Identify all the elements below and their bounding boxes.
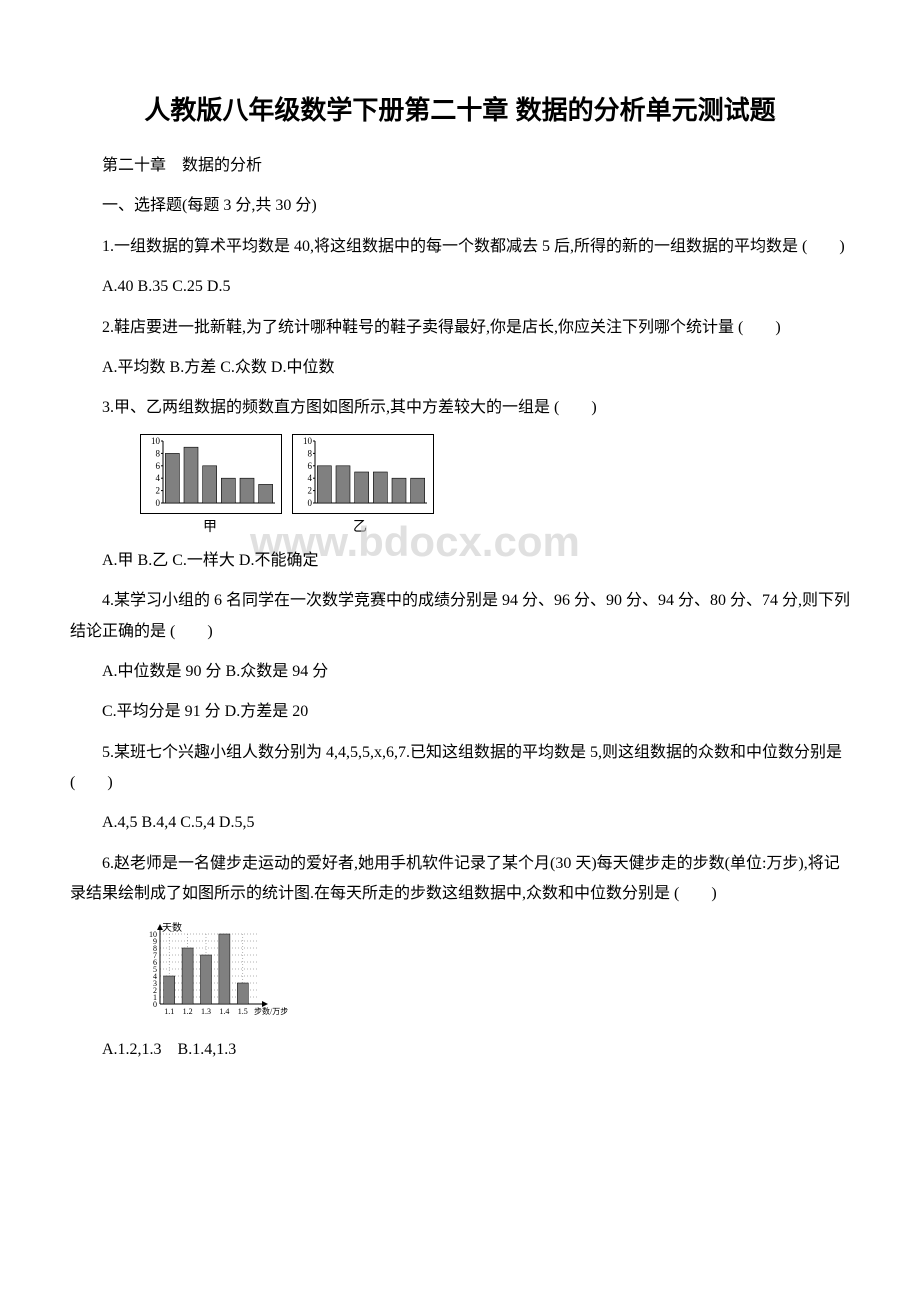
svg-text:步数/万步: 步数/万步 <box>254 1006 288 1016</box>
chapter-subheading: 第二十章 数据的分析 <box>70 151 850 181</box>
question-2-options: A.平均数 B.方差 C.众数 D.中位数 <box>70 353 850 383</box>
svg-text:6: 6 <box>156 461 161 471</box>
svg-text:2: 2 <box>156 485 161 495</box>
histogram-yi: 0 2 4 6 8 10 <box>292 434 434 514</box>
section-heading: 一、选择题(每题 3 分,共 30 分) <box>70 191 850 221</box>
question-4-option-cd: C.平均分是 91 分 D.方差是 20 <box>70 697 850 727</box>
question-4-option-ab: A.中位数是 90 分 B.众数是 94 分 <box>70 657 850 687</box>
svg-text:天数: 天数 <box>162 921 182 934</box>
svg-text:8: 8 <box>156 448 161 458</box>
question-6: 6.赵老师是一名健步走运动的爱好者,她用手机软件记录了某个月(30 天)每天健步… <box>70 849 850 910</box>
question-1-options: A.40 B.35 C.25 D.5 <box>70 272 850 302</box>
svg-text:6: 6 <box>308 461 313 471</box>
svg-text:4: 4 <box>156 473 161 483</box>
question-3-options: A.甲 B.乙 C.一样大 D.不能确定 <box>70 546 850 576</box>
q3-charts-row: 0 2 4 6 8 10 0 2 4 6 8 10 <box>140 434 850 514</box>
question-1: 1.一组数据的算术平均数是 40,将这组数据中的每一个数都减去 5 后,所得的新… <box>70 232 850 262</box>
svg-text:1.2: 1.2 <box>183 1007 193 1016</box>
question-2: 2.鞋店要进一批新鞋,为了统计哪种鞋号的鞋子卖得最好,你是店长,你应关注下列哪个… <box>70 313 850 343</box>
svg-text:1.5: 1.5 <box>238 1007 248 1016</box>
steps-bar-chart: 天数0123456789101.11.21.31.41.5步数/万步 <box>140 920 290 1020</box>
q3-captions: 甲 乙 <box>140 516 850 536</box>
caption-jia: 甲 <box>140 516 280 536</box>
svg-text:0: 0 <box>308 498 313 508</box>
page-title: 人教版八年级数学下册第二十章 数据的分析单元测试题 <box>70 90 850 127</box>
svg-text:10: 10 <box>303 436 313 446</box>
svg-text:0: 0 <box>156 498 161 508</box>
question-6-options: A.1.2,1.3 B.1.4,1.3 <box>70 1035 850 1065</box>
caption-yi: 乙 <box>290 516 430 536</box>
svg-text:1.4: 1.4 <box>219 1007 229 1016</box>
question-5: 5.某班七个兴趣小组人数分别为 4,4,5,5,x,6,7.已知这组数据的平均数… <box>70 738 850 799</box>
svg-text:1.3: 1.3 <box>201 1007 211 1016</box>
histogram-jia: 0 2 4 6 8 10 <box>140 434 282 514</box>
svg-text:4: 4 <box>308 473 313 483</box>
question-3: 3.甲、乙两组数据的频数直方图如图所示,其中方差较大的一组是 ( ) <box>70 393 850 423</box>
svg-text:1.1: 1.1 <box>164 1007 174 1016</box>
question-4: 4.某学习小组的 6 名同学在一次数学竞赛中的成绩分别是 94 分、96 分、9… <box>70 586 850 647</box>
question-5-options: A.4,5 B.4,4 C.5,4 D.5,5 <box>70 808 850 838</box>
svg-text:2: 2 <box>308 485 313 495</box>
q6-chart-wrap: 天数0123456789101.11.21.31.41.5步数/万步 <box>140 920 850 1025</box>
svg-text:10: 10 <box>151 436 161 446</box>
svg-text:10: 10 <box>149 930 157 939</box>
svg-text:8: 8 <box>308 448 313 458</box>
